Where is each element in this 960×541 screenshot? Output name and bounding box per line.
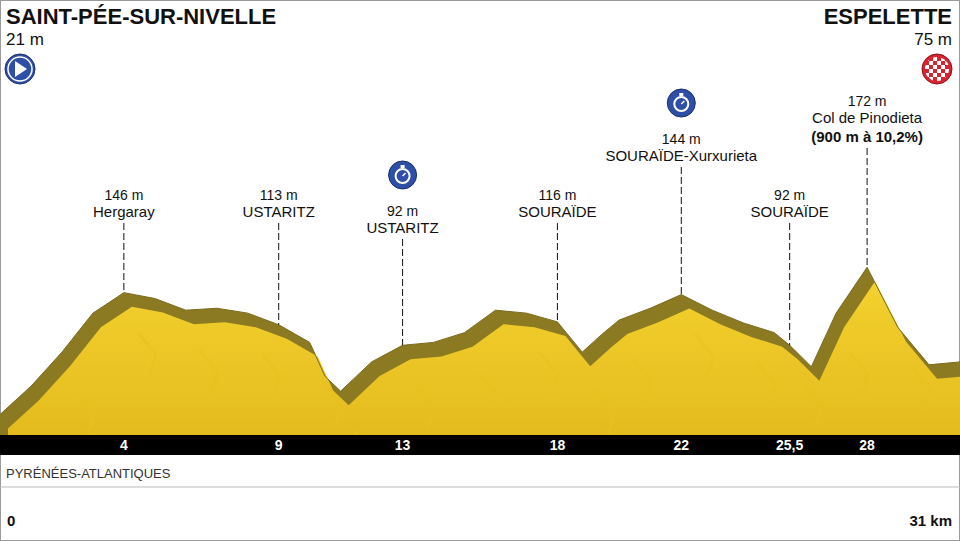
texture: [912, 368, 930, 410]
finish-name: ESPELETTE: [824, 4, 952, 29]
texture: [540, 353, 558, 395]
chart: 0 4 9 13 18 22 25,5 28 31 km PYRÉNÉES-ATLANTIQUES…: [0, 0, 960, 541]
separator: [0, 487, 960, 488]
x-tick: [0, 435, 1, 438]
profile: [0, 267, 960, 435]
texture: [200, 350, 218, 392]
finish-icon: [922, 54, 952, 84]
texture: [355, 431, 373, 435]
waypoint-note: (900 m à 10,2%): [811, 128, 923, 145]
waypoint-name: USTARITZ: [366, 219, 438, 236]
x-tick-label: 9: [275, 437, 283, 453]
x-tick-label: 22: [674, 437, 690, 453]
finish-elevation: 75 m: [914, 30, 952, 49]
waypoint-elevation: 92 m: [774, 187, 805, 203]
x-tick-label: 13: [395, 437, 411, 453]
waypoint-line: [789, 223, 790, 345]
x-tick-label: 4: [120, 437, 128, 453]
waypoint-line: [402, 239, 403, 345]
x-tick-label: 0: [7, 512, 15, 529]
waypoint-elevation: 172 m: [848, 93, 887, 109]
waypoint-elevation: 92 m: [387, 203, 418, 219]
texture: [417, 385, 435, 427]
texture: [596, 392, 614, 434]
texture: [479, 373, 497, 415]
profile-line: [0, 267, 960, 414]
waypoint-name: SOURAÏDE: [518, 203, 596, 220]
waypoint-line: [867, 148, 868, 267]
start-icon: [5, 54, 35, 84]
texture: [757, 363, 775, 405]
timer-icon: [667, 89, 695, 117]
waypoint-name: Hergaray: [93, 203, 155, 220]
waypoint-name: SOURAÏDE-Xurxurieta: [605, 147, 757, 164]
texture: [804, 385, 822, 427]
start-name: SAINT-PÉE-SUR-NIVELLE: [6, 4, 276, 29]
waypoint-name: SOURAÏDE: [750, 203, 828, 220]
texture: [850, 353, 868, 395]
waypoint-line: [681, 167, 682, 295]
waypoint-name: USTARITZ: [243, 203, 315, 220]
texture: [695, 335, 713, 377]
x-tick-label: 31 km: [909, 512, 952, 529]
texture: [76, 392, 94, 434]
waypoint-elevation: 116 m: [538, 187, 576, 203]
waypoint-elevation: 144 m: [662, 131, 701, 147]
waypoint-elevation: 113 m: [260, 187, 298, 203]
region: PYRÉNÉES-ATLANTIQUES: [6, 466, 171, 481]
waypoint-name: Col de Pinodieta: [812, 109, 923, 126]
profile-face: [8, 281, 960, 435]
waypoint-line: [278, 223, 279, 325]
x-tick-label: 25,5: [776, 437, 803, 453]
texture: [324, 382, 342, 424]
frame: [1, 1, 960, 541]
timer-icon: [389, 161, 417, 189]
waypoint-line: [123, 223, 124, 293]
texture: [138, 333, 156, 375]
texture: [633, 360, 651, 402]
start-elevation: 21 m: [6, 30, 44, 49]
waypoint-elevation: 146 m: [104, 187, 143, 203]
axis-bar: [0, 435, 960, 455]
x-tick-label: 18: [550, 437, 566, 453]
texture: [262, 353, 280, 395]
waypoint-line: [557, 223, 558, 322]
x-tick-label: 28: [859, 437, 875, 453]
